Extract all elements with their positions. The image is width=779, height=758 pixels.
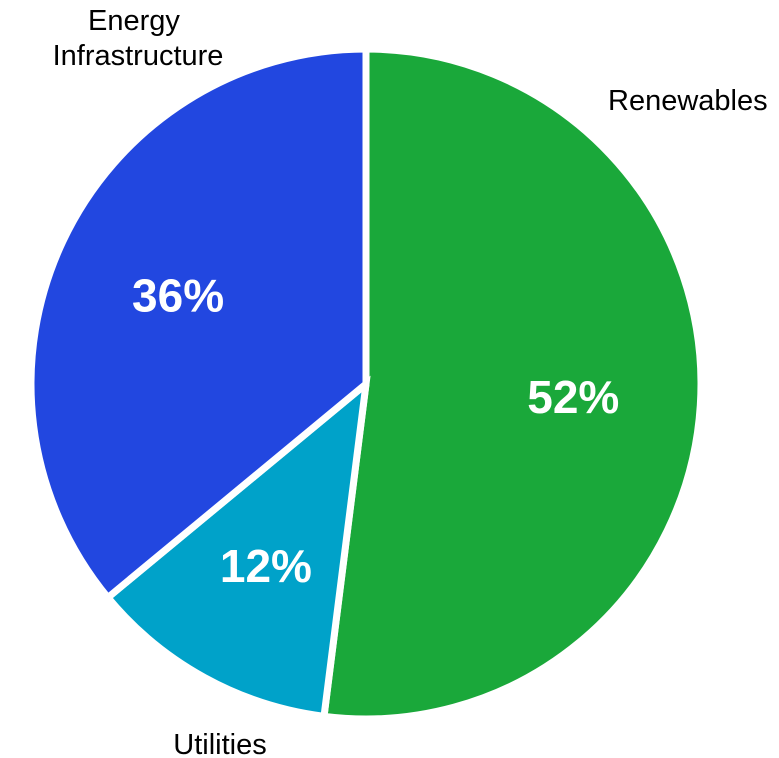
pct-label-renewables: 52% <box>527 371 619 423</box>
pct-label-utilities: 12% <box>220 540 312 592</box>
category-label-renewables: Renewables <box>608 85 768 117</box>
category-label-utilities: Utilities <box>173 729 266 758</box>
pie-slice-utilities <box>102 375 371 721</box>
pie-slice-energy-infrastructure <box>27 45 370 603</box>
category-label-energy-infrastructure: Energy Infrastructure <box>53 5 224 72</box>
pie-slice-renewables <box>320 45 705 723</box>
pie-slices <box>27 45 705 723</box>
category-label-line-1: Energy <box>88 5 180 37</box>
category-label-line-2: Infrastructure <box>53 40 224 72</box>
pct-label-energy-infrastructure: 36% <box>132 270 224 322</box>
percentage-labels: 52% 12% 36% <box>132 270 619 592</box>
